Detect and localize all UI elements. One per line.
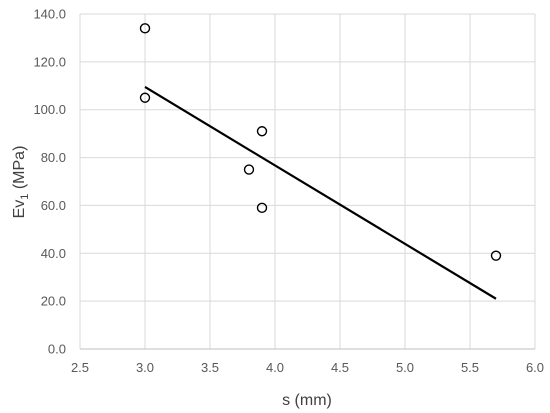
trendline bbox=[144, 86, 497, 300]
y-tick-label: 120.0 bbox=[33, 54, 66, 69]
y-axis-title: Ev1 (MPa) bbox=[11, 146, 31, 219]
y-tick-label: 40.0 bbox=[41, 246, 66, 261]
y-tick-label: 140.0 bbox=[33, 7, 66, 22]
data-point bbox=[139, 23, 151, 34]
x-tick-label: 4.0 bbox=[266, 360, 284, 375]
x-tick-label: 3.0 bbox=[136, 360, 154, 375]
y-tick-label: 100.0 bbox=[33, 102, 66, 117]
data-point bbox=[256, 126, 268, 137]
y-tick-label: 80.0 bbox=[41, 150, 66, 165]
y-tick-labels: 0.0 20.0 40.0 60.0 80.0 100.0 120.0 140.0 bbox=[33, 7, 66, 357]
data-point bbox=[139, 92, 151, 103]
x-tick-label: 6.0 bbox=[526, 360, 544, 375]
x-tick-label: 3.5 bbox=[201, 360, 219, 375]
x-tick-label: 5.0 bbox=[396, 360, 414, 375]
data-point bbox=[490, 250, 502, 261]
y-tick-label: 0.0 bbox=[48, 342, 66, 357]
y-tick-label: 20.0 bbox=[41, 294, 66, 309]
x-tick-label: 5.5 bbox=[461, 360, 479, 375]
x-tick-label: 4.5 bbox=[331, 360, 349, 375]
y-tick-label: 60.0 bbox=[41, 198, 66, 213]
data-points bbox=[139, 23, 502, 261]
x-tick-label: 2.5 bbox=[71, 360, 89, 375]
data-point bbox=[243, 164, 255, 175]
data-point bbox=[256, 202, 268, 214]
x-axis-title: s (mm) bbox=[282, 392, 332, 409]
grid-lines bbox=[79, 13, 536, 350]
x-tick-labels: 2.5 3.0 3.5 4.0 4.5 5.0 5.5 6.0 bbox=[71, 360, 544, 375]
